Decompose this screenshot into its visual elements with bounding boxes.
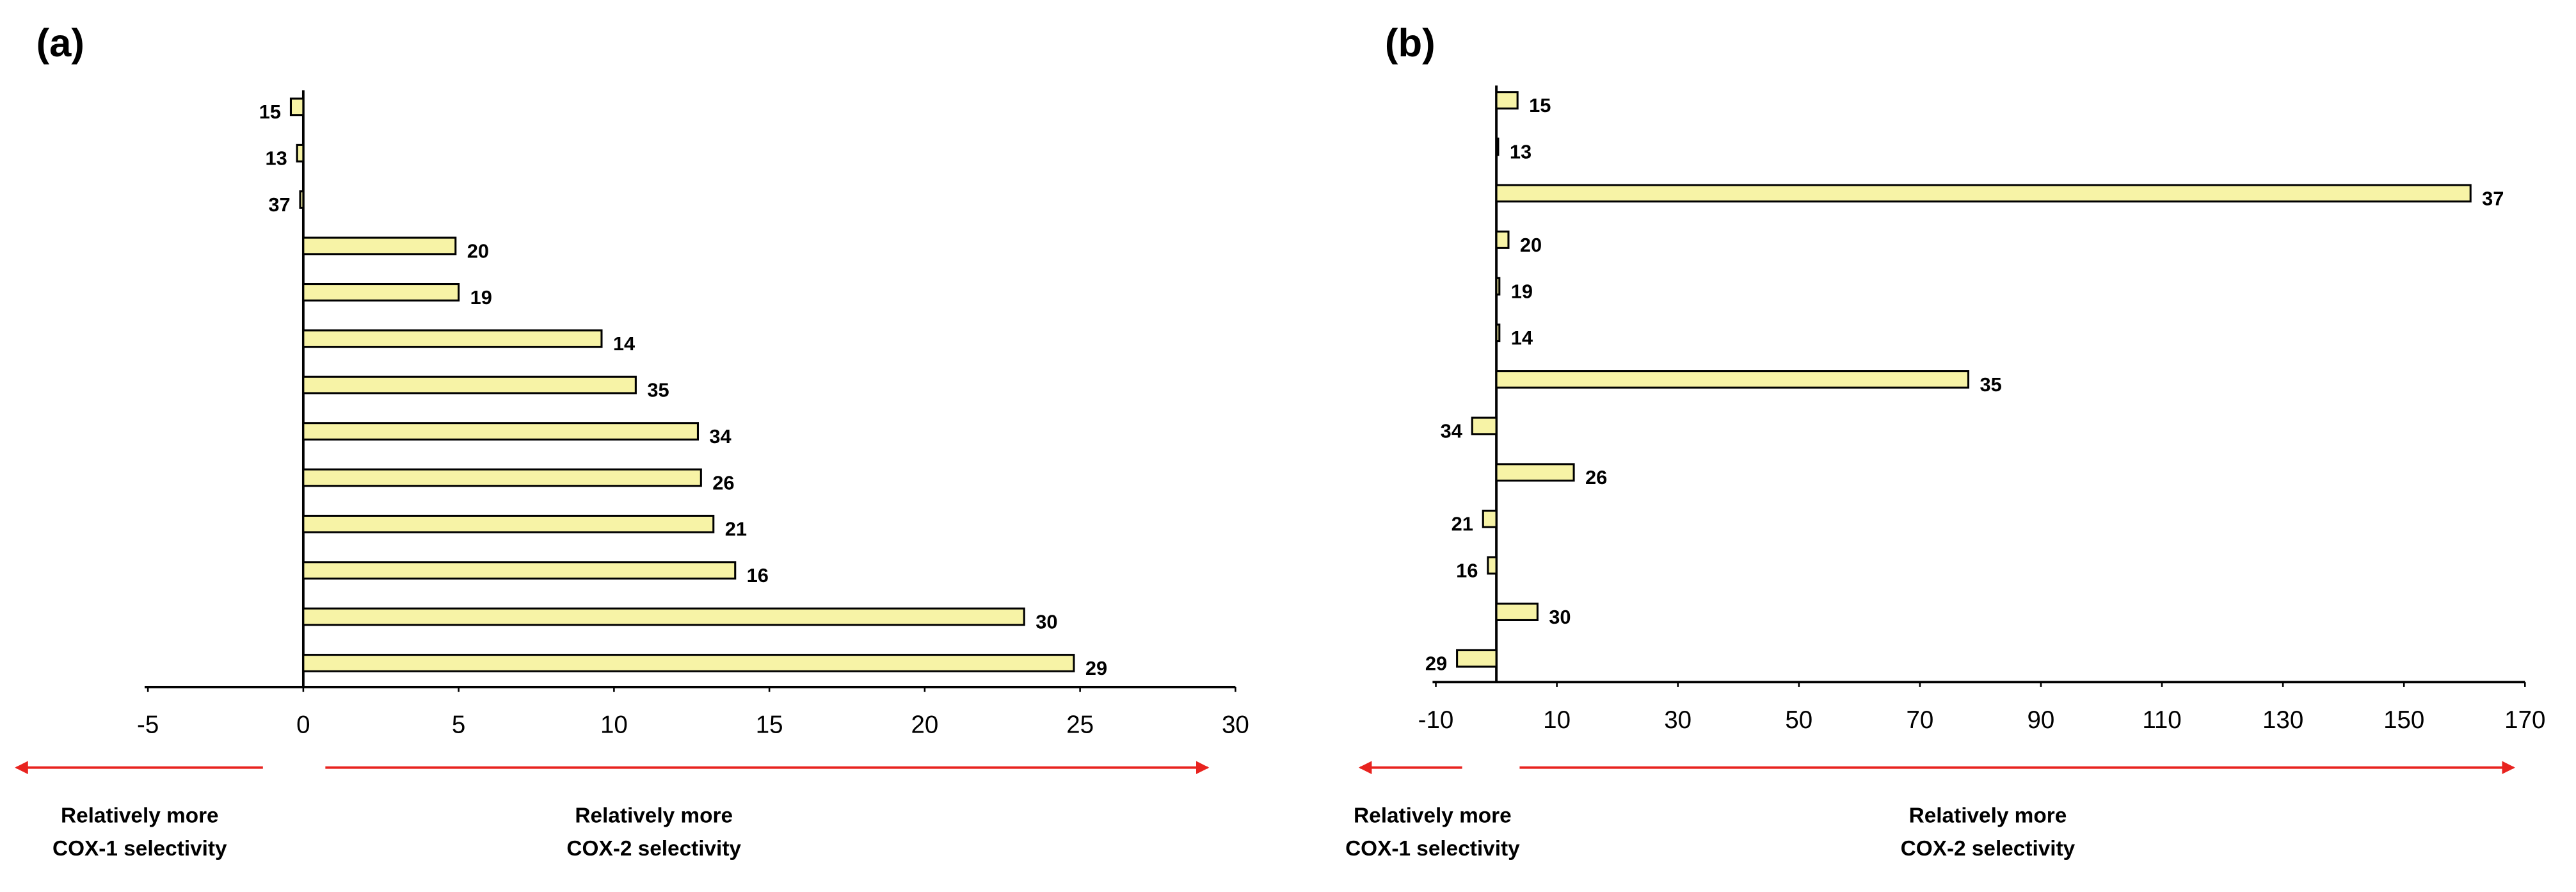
bar-label: 16 [747,564,769,587]
bar-label: 13 [266,147,287,170]
bar [1487,556,1498,575]
bar-label: 19 [1511,280,1533,303]
bar-label: 19 [470,286,492,309]
bar [1495,323,1501,343]
bar [289,97,305,117]
annotation: Relatively more [1909,804,2067,828]
bar [1495,184,2472,203]
bar-label: 15 [1529,94,1551,117]
x-tick-label: 10 [1543,706,1571,734]
bar-label: 29 [1425,653,1447,675]
bar-label: 30 [1036,610,1057,633]
x-tick-label: 170 [2504,706,2545,734]
x-tick-label: 25 [1066,711,1094,739]
bar-label: 26 [1585,466,1607,489]
bar-label: 16 [1456,559,1478,581]
bar-label: 15 [259,101,281,123]
panel-label: (a) [36,21,84,65]
bar-label: 14 [1511,327,1533,349]
bar [302,422,700,441]
x-tick-label: 150 [2383,706,2424,734]
bar-label: 13 [1510,141,1532,163]
bar [302,283,460,302]
bar-label: 20 [1520,234,1542,256]
bar-label: 37 [268,193,290,216]
bar-label: 26 [712,471,734,494]
bar-label: 34 [1441,419,1462,442]
bar [302,236,457,255]
bar [302,561,737,580]
x-tick-label: 5 [452,711,465,739]
bar-label: 29 [1085,657,1107,679]
bar [1495,137,1500,156]
bar-label: 30 [1549,606,1571,628]
annotation: Relatively more [1354,804,1512,828]
x-tick-label: 110 [2142,706,2181,734]
annotation: COX-1 selectivity [52,837,227,861]
bar [1482,509,1498,528]
bar-label: 21 [1452,513,1473,535]
bar-label: 21 [725,518,747,540]
bar [302,607,1025,626]
bar [1456,649,1498,668]
annotation: Relatively more [575,804,733,828]
bar-label: 34 [709,425,731,448]
bar [299,190,305,209]
x-tick-label: 30 [1222,711,1249,739]
bar [1495,231,1510,249]
x-tick-label: -5 [137,711,159,739]
x-tick-label: 0 [296,711,310,739]
bar [1471,416,1498,435]
x-tick-label: -10 [1418,706,1454,734]
bar [302,654,1075,672]
x-tick-label: 10 [600,711,628,739]
bar [302,329,603,348]
x-tick-label: 130 [2262,706,2303,734]
x-tick-label: 20 [911,711,938,739]
bar [1495,277,1501,296]
annotation: COX-2 selectivity [566,837,741,861]
bar [1495,91,1519,109]
x-tick-label: 90 [2028,706,2055,734]
bar [1495,370,1970,389]
x-tick-label: 30 [1664,706,1692,734]
bar [296,143,305,163]
bar [302,514,715,533]
bar-label: 35 [1980,373,2001,396]
x-tick-label: 15 [756,711,783,739]
annotation: COX-1 selectivity [1345,837,1520,861]
annotation: COX-2 selectivity [1901,837,2076,861]
bar-label: 37 [2482,187,2504,209]
x-tick-label: 70 [1906,706,1933,734]
bar-label: 14 [613,332,635,355]
bar [1495,603,1539,621]
bar-label: 20 [467,239,489,262]
bar [302,375,637,394]
bar [1495,463,1575,482]
panel-label: (b) [1385,21,1436,65]
bar-label: 35 [647,379,669,401]
x-tick-label: 50 [1785,706,1812,734]
annotation: Relatively more [61,804,219,828]
bar [302,468,702,487]
